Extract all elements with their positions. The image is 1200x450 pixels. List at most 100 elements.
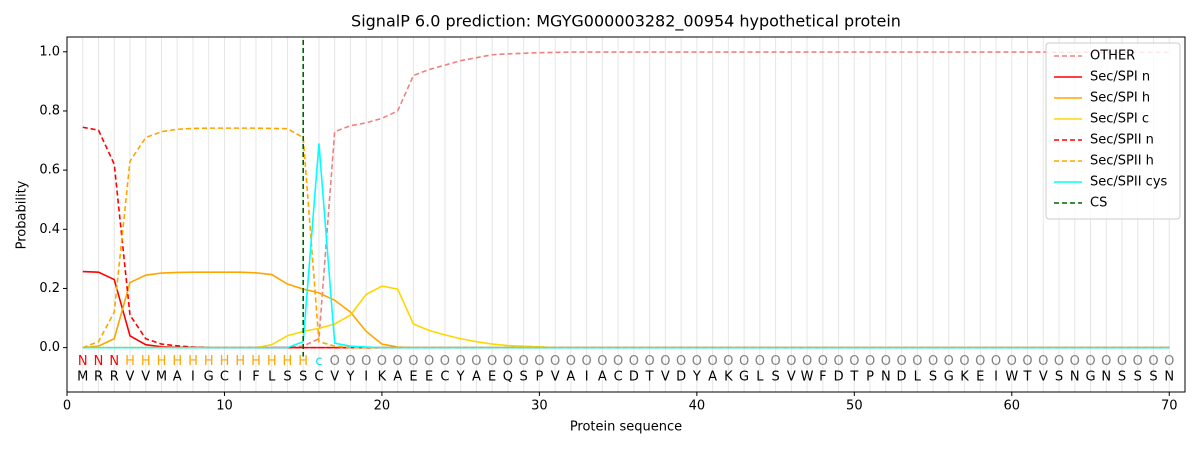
annotation: O <box>534 354 544 369</box>
residue: T <box>645 370 654 385</box>
annotation: O <box>503 354 513 369</box>
residue: A <box>173 370 182 385</box>
residue: M <box>156 370 167 385</box>
y-tick-label: 0.8 <box>39 103 60 118</box>
residue: V <box>1039 370 1048 385</box>
residue: W <box>1005 370 1018 385</box>
residue: S <box>1134 370 1142 385</box>
annotation: O <box>582 354 592 369</box>
annotation: O <box>377 354 387 369</box>
annotation: O <box>707 354 717 369</box>
annotation: O <box>440 354 450 369</box>
annotation: O <box>487 354 497 369</box>
residue: L <box>756 370 764 385</box>
residue: E <box>488 370 496 385</box>
x-tick-label: 60 <box>1004 399 1021 414</box>
legend-label: CS <box>1090 196 1107 211</box>
annotation: O <box>330 354 340 369</box>
residue: E <box>409 370 417 385</box>
residue: C <box>440 370 449 385</box>
y-axis-label: Probability <box>15 180 30 249</box>
annotation: O <box>1022 354 1032 369</box>
residue: V <box>141 370 150 385</box>
x-tick-label: 50 <box>846 399 863 414</box>
legend-label: Sec/SPII cys <box>1090 175 1168 190</box>
residue: L <box>914 370 922 385</box>
annotation: O <box>660 354 670 369</box>
annotation: O <box>739 354 749 369</box>
annotation: O <box>424 354 434 369</box>
annotation: O <box>345 354 355 369</box>
annotation: H <box>125 354 135 369</box>
residue: I <box>364 370 368 385</box>
annotation: O <box>912 354 922 369</box>
annotation: c <box>315 354 322 369</box>
residue: C <box>220 370 229 385</box>
residue: S <box>929 370 937 385</box>
x-tick-label: 30 <box>531 399 548 414</box>
residue: D <box>834 370 844 385</box>
annotation: O <box>849 354 859 369</box>
legend-label: Sec/SPII n <box>1090 133 1154 148</box>
residue: E <box>976 370 984 385</box>
residue: R <box>94 370 103 385</box>
legend-label: Sec/SPI c <box>1090 112 1149 127</box>
residue: P <box>535 370 543 385</box>
residue: W <box>801 370 814 385</box>
x-axis-label: Protein sequence <box>570 420 682 435</box>
annotation: O <box>456 354 466 369</box>
annotation: O <box>519 354 529 369</box>
residue: I <box>238 370 242 385</box>
annotation: O <box>723 354 733 369</box>
residue: Q <box>503 370 513 385</box>
series-line <box>82 127 1170 349</box>
residue: N <box>1070 370 1080 385</box>
residue: G <box>944 370 954 385</box>
x-tick-label: 10 <box>216 399 233 414</box>
annotation: H <box>172 354 182 369</box>
residue: N <box>1164 370 1174 385</box>
annotation: O <box>471 354 481 369</box>
chart-title: SignalP 6.0 prediction: MGYG000003282_00… <box>351 12 901 32</box>
residue: A <box>708 370 717 385</box>
annotation: O <box>818 354 828 369</box>
residue: C <box>614 370 623 385</box>
legend-label: OTHER <box>1090 49 1135 64</box>
annotation: O <box>786 354 796 369</box>
annotation: O <box>1070 354 1080 369</box>
annotation: H <box>220 354 230 369</box>
y-tick-label: 0.6 <box>39 163 60 178</box>
residue: K <box>960 370 969 385</box>
annotation: H <box>283 354 293 369</box>
residue: V <box>661 370 670 385</box>
residue: V <box>126 370 135 385</box>
annotation: O <box>566 354 576 369</box>
annotation: O <box>1038 354 1048 369</box>
annotation: H <box>157 354 167 369</box>
residue: V <box>551 370 560 385</box>
annotation: O <box>1054 354 1064 369</box>
residue: S <box>299 370 307 385</box>
residue: I <box>191 370 195 385</box>
residue: K <box>724 370 733 385</box>
residue: I <box>994 370 998 385</box>
residue: S <box>283 370 291 385</box>
annotation: O <box>1007 354 1017 369</box>
annotation: O <box>1101 354 1111 369</box>
annotation: O <box>770 354 780 369</box>
residue: S <box>771 370 779 385</box>
annotation: O <box>692 354 702 369</box>
x-tick-label: 0 <box>63 399 71 414</box>
series-line <box>82 143 1170 349</box>
annotation: O <box>1164 354 1174 369</box>
residue: C <box>314 370 323 385</box>
residue: E <box>425 370 433 385</box>
annotation: O <box>944 354 954 369</box>
residue: K <box>378 370 387 385</box>
annotation: O <box>550 354 560 369</box>
annotation: O <box>802 354 812 369</box>
x-tick-label: 70 <box>1161 399 1178 414</box>
residue: Y <box>345 370 354 385</box>
annotation: N <box>78 354 88 369</box>
annotation: O <box>613 354 623 369</box>
